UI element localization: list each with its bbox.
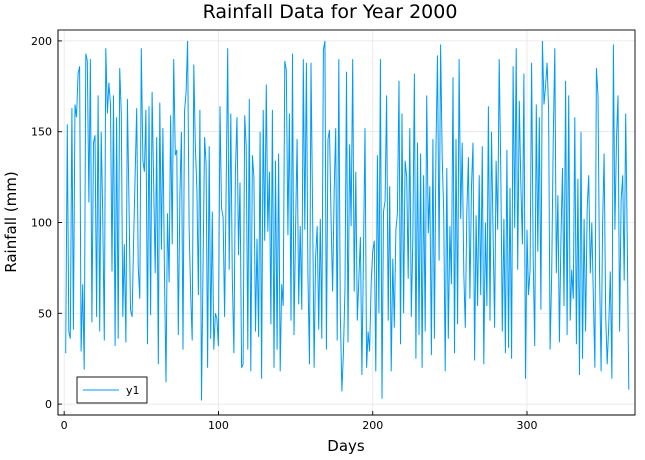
legend-label-y1: y1 [126, 384, 140, 397]
y-tick-label: 100 [31, 217, 52, 230]
x-tick-label: 200 [362, 419, 383, 432]
series-y1-line [65, 40, 630, 401]
ticks: 0 100 200 300 0 50 100 150 200 [31, 35, 538, 432]
y-tick-label: 50 [38, 307, 52, 320]
y-tick-label: 200 [31, 35, 52, 48]
x-axis-label: Days [327, 437, 365, 455]
legend: y1 [76, 376, 148, 404]
x-tick-label: 300 [517, 419, 538, 432]
chart-title: Rainfall Data for Year 2000 [203, 1, 458, 23]
y-tick-label: 150 [31, 126, 52, 139]
y-axis-label: Rainfall (mm) [2, 171, 20, 272]
x-tick-label: 100 [208, 419, 229, 432]
x-tick-label: 0 [61, 419, 68, 432]
y-tick-label: 0 [45, 398, 52, 411]
